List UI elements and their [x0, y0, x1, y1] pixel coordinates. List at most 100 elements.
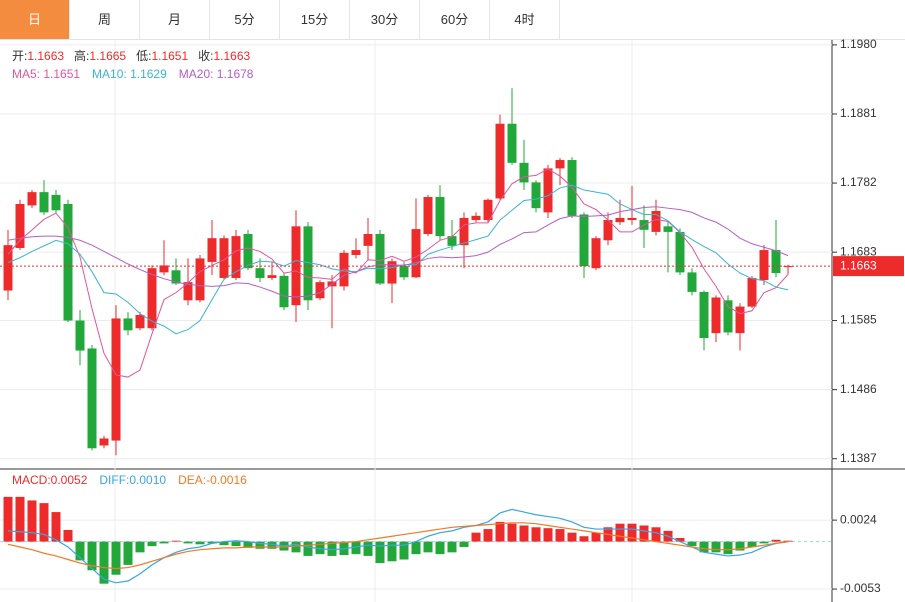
period-tab[interactable]: 日	[0, 0, 70, 39]
macd-bar	[351, 541, 361, 555]
macd-bar	[675, 538, 685, 542]
ohlc-label: 高:	[74, 48, 89, 63]
macd-bar	[327, 541, 337, 556]
y-tick-label: 1.1881	[840, 106, 877, 120]
macd-bar	[531, 527, 541, 542]
y-tick-label: -0.0053	[840, 581, 881, 595]
macd-bar	[423, 541, 433, 553]
candle-body	[423, 197, 433, 235]
candle-body	[15, 203, 25, 248]
y-tick-label: 1.1980	[840, 37, 877, 51]
candle-body	[519, 162, 529, 183]
macd-bar	[171, 540, 181, 542]
macd-legend: MACD:0.0052	[12, 473, 88, 487]
y-tick-label: 1.1387	[840, 451, 877, 465]
indicator-line	[7, 184, 789, 335]
period-tab[interactable]: 15分	[280, 0, 350, 39]
period-tab[interactable]: 4时	[490, 0, 560, 39]
candle-body	[471, 215, 481, 221]
macd-bar	[519, 525, 529, 542]
candle-body	[75, 320, 85, 351]
candle-body	[267, 275, 277, 278]
macd-bar	[255, 541, 265, 549]
candle-body	[123, 318, 133, 331]
candle-body	[627, 217, 637, 221]
macd-bar	[87, 541, 97, 571]
macd-bar	[387, 541, 397, 562]
macd-bar	[303, 541, 313, 556]
candle-body	[531, 182, 541, 209]
candle-body	[543, 168, 553, 213]
macd-bar	[615, 523, 625, 542]
macd-bar	[711, 541, 721, 553]
macd-bar	[243, 541, 253, 548]
candle-body	[723, 300, 733, 333]
candle-body	[699, 291, 709, 338]
macd-bar	[39, 503, 49, 542]
macd-bar	[555, 529, 565, 542]
candle-body	[495, 123, 505, 199]
macd-bar	[771, 539, 781, 542]
macd-bar	[651, 527, 661, 542]
candle-body	[687, 272, 697, 292]
macd-bar	[447, 541, 457, 553]
candle-body	[375, 234, 385, 284]
macd-bar	[783, 540, 793, 542]
macd-bar	[267, 541, 277, 549]
candle-body	[147, 268, 157, 329]
candle-body	[243, 234, 253, 269]
candle-body	[603, 220, 613, 241]
candle-body	[663, 226, 673, 232]
candle-body	[279, 275, 289, 308]
macd-bar	[507, 523, 517, 542]
candle-body	[615, 217, 625, 223]
period-tab[interactable]: 5分	[210, 0, 280, 39]
candle-body	[579, 214, 589, 267]
candle-body	[183, 282, 193, 301]
macd-bar	[207, 541, 217, 544]
period-tab[interactable]: 30分	[350, 0, 420, 39]
period-tab[interactable]: 周	[70, 0, 140, 39]
candle-body	[399, 266, 409, 278]
candle-body	[255, 268, 265, 278]
y-tick-label: 1.1486	[840, 382, 877, 396]
candle-body	[447, 236, 457, 246]
macd-bar	[363, 541, 373, 556]
macd-bar	[459, 541, 469, 547]
macd-bar	[399, 541, 409, 560]
macd-bar	[63, 529, 73, 542]
candle-body	[27, 192, 37, 206]
macd-bar	[435, 541, 445, 555]
macd-bar	[219, 541, 229, 546]
macd-bar	[27, 500, 37, 542]
last-price-tag	[833, 256, 904, 277]
macd-bar	[51, 512, 61, 542]
macd-bar	[315, 541, 325, 555]
macd-bar	[567, 532, 577, 542]
macd-bar	[291, 541, 301, 553]
macd-bar	[699, 541, 709, 553]
y-tick-label: 0.0024	[840, 512, 877, 526]
macd-legend: DIFF:0.0010	[99, 473, 166, 487]
candle-body	[159, 265, 169, 273]
candle-body	[711, 297, 721, 334]
period-tab[interactable]: 月	[140, 0, 210, 39]
candle-body	[99, 438, 109, 446]
macd-bar	[99, 541, 109, 584]
candle-body	[135, 314, 145, 329]
period-tab[interactable]: 60分	[420, 0, 490, 39]
macd-bar	[123, 541, 133, 565]
macd-bar	[159, 541, 169, 544]
candle-body	[747, 277, 757, 307]
macd-bar	[579, 536, 589, 542]
candle-body	[339, 252, 349, 287]
ohlc-label: 开:	[12, 49, 27, 63]
macd-bar	[183, 541, 193, 544]
macd-bar	[195, 541, 205, 545]
ohlc-value: 1.1651	[151, 49, 188, 63]
macd-bar	[75, 541, 85, 561]
y-tick-label: 1.1683	[840, 244, 877, 258]
ma-legend: MA5: 1.1651	[12, 67, 80, 81]
ohlc-label: 收:	[198, 49, 213, 63]
